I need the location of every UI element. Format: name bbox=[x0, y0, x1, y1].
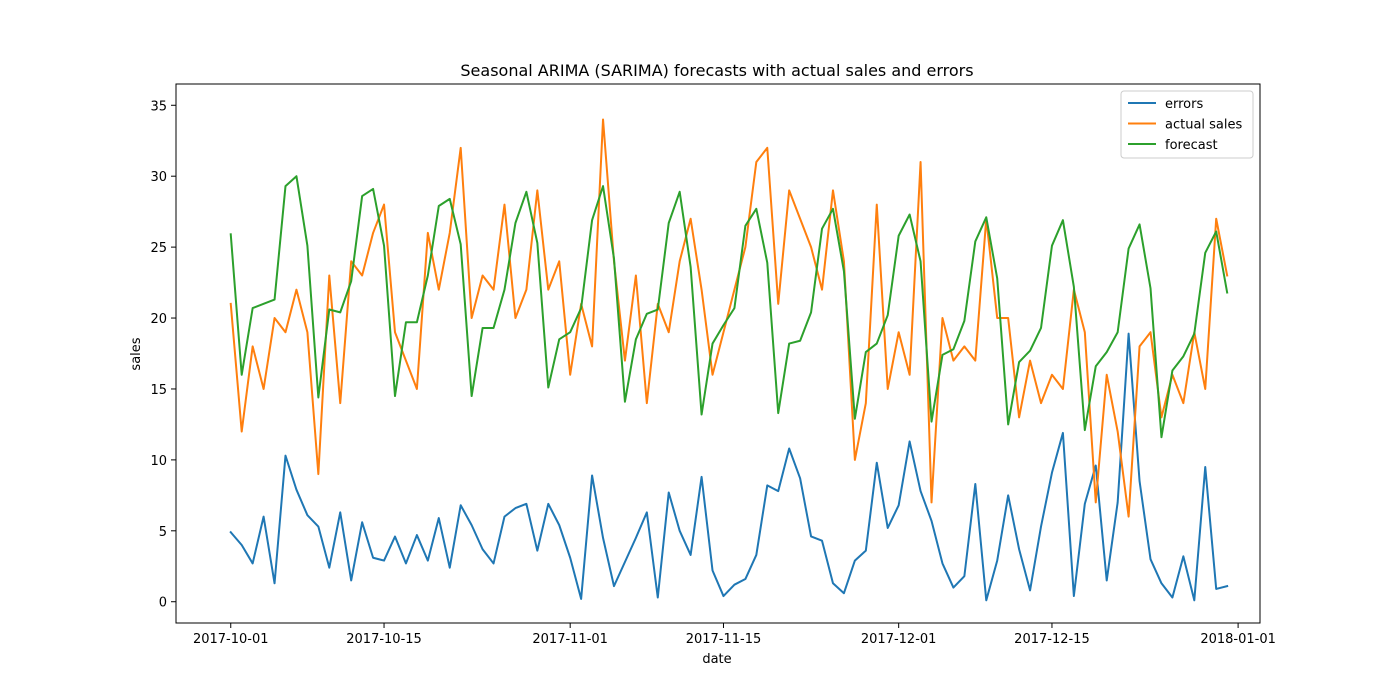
y-tick-label: 10 bbox=[150, 454, 167, 469]
series-layer bbox=[229, 118, 1229, 602]
legend: errors actual sales forecast bbox=[1120, 90, 1254, 159]
x-tick-label: 2017-10-15 bbox=[346, 632, 422, 647]
y-tick-label: 35 bbox=[150, 99, 167, 114]
series-line-forecast bbox=[229, 175, 1229, 439]
y-tick-label: 15 bbox=[150, 383, 167, 398]
plot-frame bbox=[175, 83, 1261, 624]
x-tick-label: 2017-12-01 bbox=[861, 632, 937, 647]
y-axis-label: sales bbox=[129, 337, 144, 370]
legend-box bbox=[1120, 90, 1254, 159]
legend-label: actual sales bbox=[1165, 118, 1243, 133]
chart-title: Seasonal ARIMA (SARIMA) forecasts with a… bbox=[460, 61, 973, 80]
x-tick-label: 2017-11-15 bbox=[686, 632, 762, 647]
series-line-actual-sales bbox=[229, 118, 1229, 518]
y-tick-label: 30 bbox=[150, 170, 167, 185]
y-axis: 0 5 10 15 20 25 30 35 bbox=[150, 99, 176, 611]
legend-label: forecast bbox=[1165, 138, 1218, 153]
x-axis-label: date bbox=[702, 652, 731, 667]
x-tick-label: 2017-12-15 bbox=[1014, 632, 1090, 647]
x-tick-label: 2018-01-01 bbox=[1200, 632, 1276, 647]
x-tick-label: 2017-10-01 bbox=[193, 632, 269, 647]
legend-label: errors bbox=[1165, 97, 1203, 112]
x-tick-label: 2017-11-01 bbox=[532, 632, 608, 647]
y-tick-label: 20 bbox=[150, 312, 167, 327]
y-tick-label: 0 bbox=[159, 596, 167, 611]
x-axis: 2017-10-01 2017-10-15 2017-11-01 2017-11-15… bbox=[193, 623, 1276, 647]
y-tick-label: 5 bbox=[159, 525, 167, 540]
series-line-errors bbox=[229, 332, 1229, 602]
y-tick-label: 25 bbox=[150, 241, 167, 256]
